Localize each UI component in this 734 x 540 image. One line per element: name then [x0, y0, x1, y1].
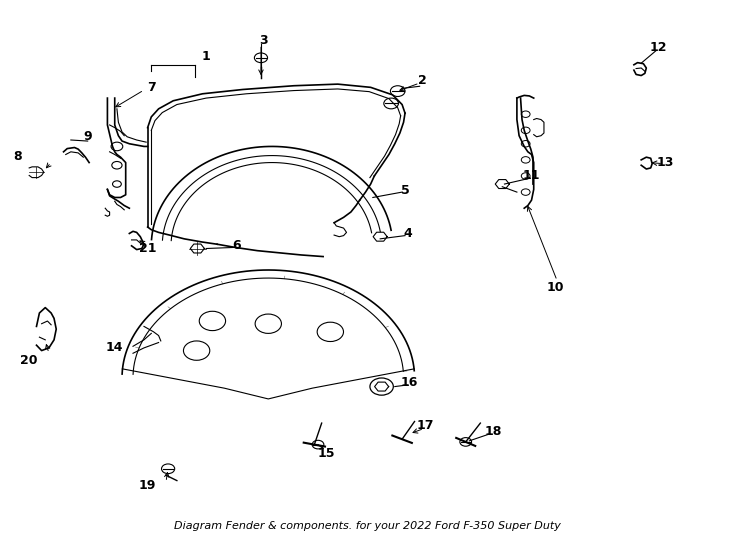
Text: 4: 4	[404, 227, 413, 240]
Text: 14: 14	[106, 341, 123, 354]
Text: 18: 18	[484, 424, 501, 437]
Text: 6: 6	[233, 239, 241, 252]
Text: 16: 16	[401, 376, 418, 389]
Text: 9: 9	[84, 130, 92, 143]
Text: 21: 21	[139, 242, 156, 255]
Text: 20: 20	[21, 354, 38, 367]
Text: 8: 8	[13, 150, 22, 163]
Text: 13: 13	[657, 156, 674, 169]
Text: Diagram Fender & components. for your 2022 Ford F-350 Super Duty: Diagram Fender & components. for your 20…	[173, 521, 561, 531]
Text: 12: 12	[650, 41, 666, 54]
Text: 17: 17	[417, 419, 435, 433]
Text: 7: 7	[147, 81, 156, 94]
Text: 1: 1	[202, 50, 211, 63]
Text: 3: 3	[259, 33, 267, 46]
Text: 15: 15	[318, 447, 335, 460]
Text: 2: 2	[418, 75, 427, 87]
Text: 5: 5	[401, 184, 410, 197]
Text: 19: 19	[139, 480, 156, 492]
Text: 10: 10	[547, 281, 564, 294]
Text: 11: 11	[523, 170, 540, 183]
